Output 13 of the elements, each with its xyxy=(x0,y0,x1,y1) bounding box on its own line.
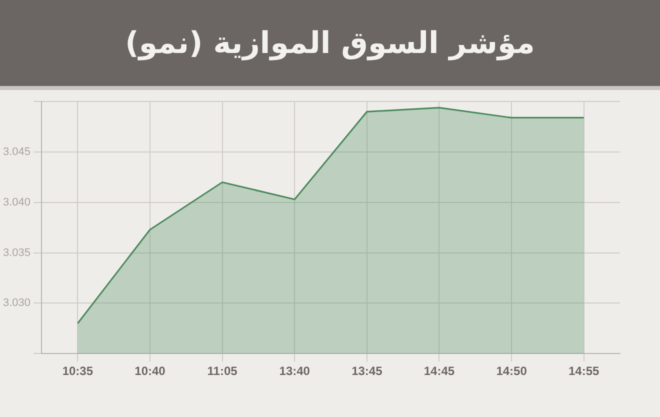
x-tick-label: 14:50 xyxy=(496,364,528,378)
y-tick-label: 3.040 xyxy=(2,196,31,208)
x-tick-label: 13:45 xyxy=(352,364,383,378)
x-tick-label: 14:55 xyxy=(568,364,600,378)
y-tick-label: 3.045 xyxy=(2,146,31,158)
x-tick-label: 14:45 xyxy=(424,364,455,378)
x-tick-label: 13:40 xyxy=(279,364,310,378)
x-tick-label: 10:35 xyxy=(62,364,94,378)
x-tick-label: 11:05 xyxy=(207,364,238,378)
x-tick-label: 10:40 xyxy=(134,364,166,378)
y-tick-label: 3.030 xyxy=(2,297,31,310)
y-tick-label: 3.035 xyxy=(2,246,31,259)
chart-title: مؤشر السوق الموازية (نمو) xyxy=(125,26,535,60)
